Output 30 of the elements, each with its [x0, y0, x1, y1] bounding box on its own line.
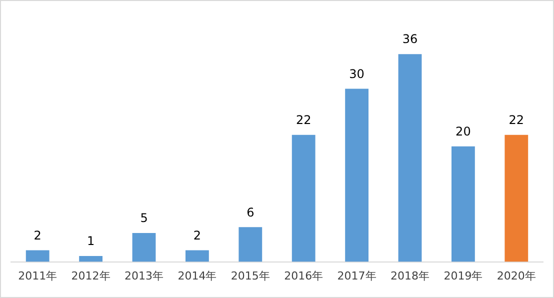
data-label: 22 — [508, 112, 524, 127]
bar — [79, 256, 103, 262]
bar — [398, 54, 422, 262]
data-label: 6 — [246, 205, 254, 220]
x-tick-label: 2020年 — [496, 269, 536, 282]
data-label: 22 — [296, 112, 312, 127]
data-label: 20 — [456, 124, 471, 139]
x-tick-label: 2017年 — [337, 269, 376, 282]
x-tick-label: 2018年 — [390, 269, 430, 282]
x-tick-label: 2013年 — [124, 269, 164, 282]
x-tick-label: 2014年 — [178, 269, 217, 282]
x-tick-label: 2016年 — [284, 269, 324, 282]
x-tick-label: 2019年 — [444, 269, 483, 282]
data-label: 2 — [34, 228, 42, 242]
x-tick-label: 2011年 — [18, 269, 58, 282]
bar — [345, 88, 369, 262]
data-label: 5 — [140, 211, 148, 226]
bar — [26, 250, 50, 262]
bar — [132, 232, 156, 262]
x-tick-label: 2012年 — [71, 269, 110, 282]
data-label: 30 — [349, 66, 364, 81]
data-label: 1 — [86, 234, 95, 248]
bar — [292, 134, 316, 262]
bar — [451, 146, 475, 262]
bar — [238, 227, 262, 262]
bar — [504, 134, 528, 262]
data-label: 36 — [402, 32, 418, 46]
data-label: 2 — [193, 228, 202, 242]
x-tick-label: 2015年 — [230, 269, 270, 282]
bar — [185, 250, 209, 262]
